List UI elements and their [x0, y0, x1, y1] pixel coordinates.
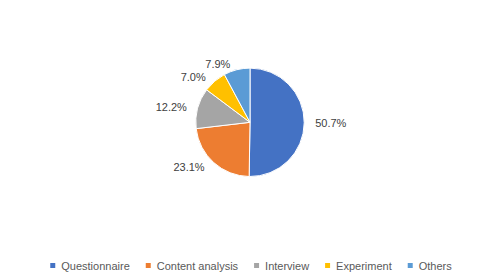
- svg-text:7.9%: 7.9%: [205, 58, 230, 70]
- svg-text:Experiment: Experiment: [336, 260, 392, 272]
- svg-text:23.1%: 23.1%: [173, 161, 204, 173]
- svg-text:Interview: Interview: [265, 260, 309, 272]
- svg-text:7.0%: 7.0%: [181, 71, 206, 83]
- svg-text:Questionnaire: Questionnaire: [61, 260, 130, 272]
- svg-text:12.2%: 12.2%: [156, 101, 187, 113]
- svg-text:Others: Others: [419, 260, 453, 272]
- svg-text:Content analysis: Content analysis: [157, 260, 239, 272]
- svg-text:50.7%: 50.7%: [315, 117, 346, 129]
